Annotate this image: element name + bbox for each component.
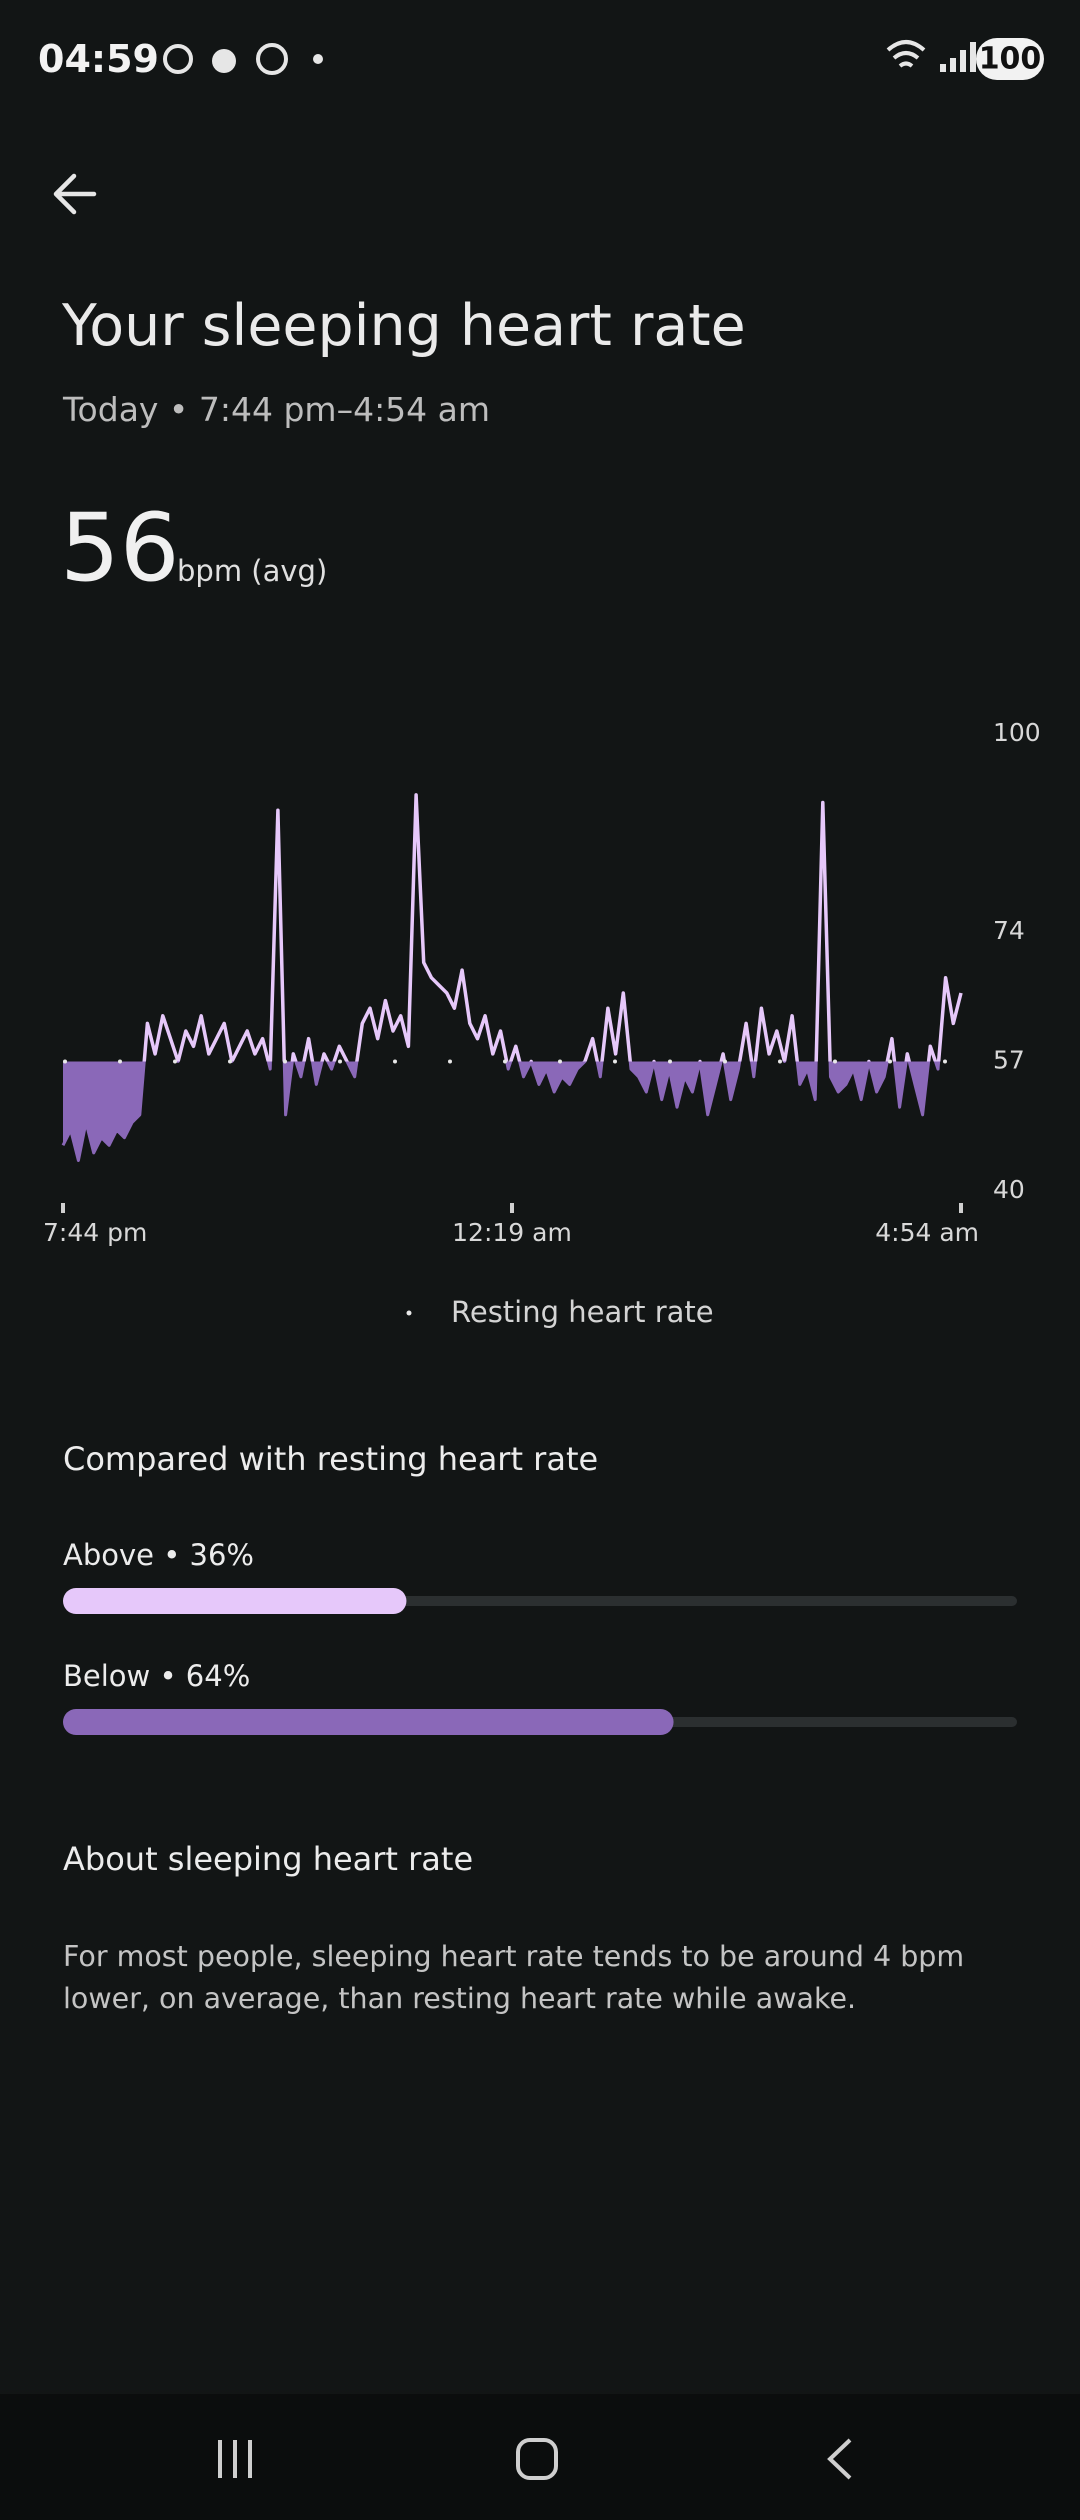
- status-icons: [163, 38, 1044, 80]
- status-time: 04:59: [38, 37, 159, 81]
- avg-value: 56: [60, 494, 180, 603]
- comparison-title: Compared with resting heart rate: [63, 1440, 599, 1478]
- notif-icon: [163, 44, 193, 74]
- recents-button[interactable]: [218, 2440, 252, 2478]
- y-tick-label: 74: [993, 916, 1025, 945]
- about-title: About sleeping heart rate: [63, 1840, 474, 1878]
- x-tick-label: 12:19 am: [452, 1218, 572, 1247]
- legend-label: Resting heart rate: [451, 1295, 714, 1329]
- y-tick-label: 40: [993, 1175, 1025, 1204]
- nav-icons: [218, 2438, 852, 2480]
- x-tick-label: 4:54 am: [875, 1218, 979, 1247]
- wifi-icon: [886, 40, 926, 68]
- bar-label: Below • 64%: [63, 1659, 251, 1693]
- page-title: Your sleeping heart rate: [62, 293, 746, 359]
- x-tick-label: 7:44 pm: [43, 1218, 147, 1247]
- bar-fill: [63, 1709, 674, 1735]
- line-above-resting: [142, 793, 963, 1062]
- legend-dot: [406, 1310, 412, 1316]
- home-button[interactable]: [516, 2438, 558, 2480]
- back-nav-button[interactable]: [827, 2438, 852, 2480]
- page-subtitle: Today • 7:44 pm–4:54 am: [63, 390, 491, 429]
- bar-label: Above • 36%: [63, 1538, 254, 1572]
- y-tick-label: 57: [993, 1046, 1025, 1075]
- battery: [976, 38, 1044, 80]
- y-tick-label: 100: [993, 718, 1041, 747]
- signal-icon: [940, 42, 976, 72]
- notif-dot: [313, 54, 323, 64]
- battery-level: 100: [979, 42, 1042, 77]
- notif-icon: [212, 49, 236, 73]
- about-text: For most people, sleeping heart rate ten…: [63, 1940, 965, 2015]
- line-below-resting: [61, 1061, 941, 1162]
- notif-icon: [256, 43, 288, 75]
- nav-bar: [0, 2394, 1080, 2520]
- bar-fill: [63, 1588, 407, 1614]
- back-button[interactable]: [53, 173, 97, 215]
- avg-unit: bpm (avg): [177, 554, 328, 588]
- area-below-resting: [63, 1061, 961, 1161]
